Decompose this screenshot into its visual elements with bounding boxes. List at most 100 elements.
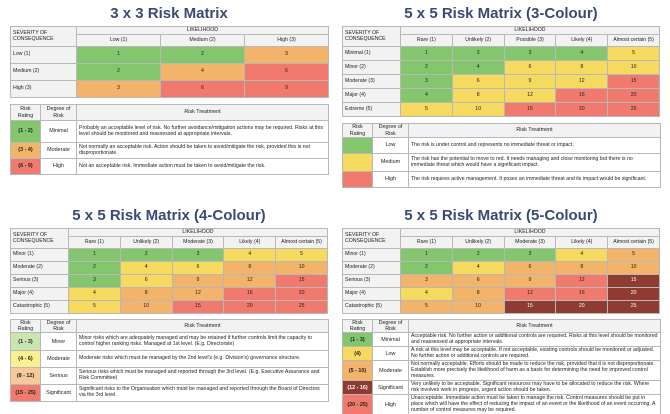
matrix-cell: 16 xyxy=(555,88,609,103)
matrix-cell: 4 xyxy=(119,261,173,275)
risk-treatment: A risk at this level may be acceptable. … xyxy=(408,346,661,362)
risk-treatment: Not normally acceptable. Efforts should … xyxy=(408,360,661,382)
risk-rating-swatch xyxy=(342,153,373,172)
risk-rating: (12 - 16) xyxy=(342,380,373,396)
degree-of-risk: High xyxy=(372,171,409,188)
legend-header: Risk Rating xyxy=(10,104,41,121)
column-header: Likely (4) xyxy=(555,236,609,249)
matrix-cell: 2 xyxy=(119,248,173,262)
matrix-cell: 10 xyxy=(275,261,328,275)
column-header: Rare (1) xyxy=(400,34,453,47)
matrix-cell: 8 xyxy=(223,261,277,275)
matrix-cell: 4 xyxy=(555,248,609,262)
matrix-cell: 8 xyxy=(451,287,505,301)
matrix-cell: 15 xyxy=(607,74,660,89)
panel-5x5-5colour-matrix: 5 x 5 Risk Matrix (5-Colour) SEVERITY OF… xyxy=(342,206,661,414)
matrix-cell: 1 xyxy=(400,46,453,61)
matrix-cell: 9 xyxy=(503,274,557,288)
matrix-cell: 6 xyxy=(171,261,225,275)
row-header: Extreme (5) xyxy=(342,102,401,117)
matrix-cell: 2 xyxy=(68,261,121,275)
matrix-cell: 1 xyxy=(68,248,121,262)
row-header: Catastrophic (5) xyxy=(342,300,401,314)
severity-label: SEVERITY OF CONSEQUENCE xyxy=(10,26,77,47)
matrix-cell: 8 xyxy=(119,287,173,301)
risk-rating-swatch xyxy=(342,137,373,154)
matrix-cell: 5 xyxy=(400,300,453,314)
matrix-cell: 15 xyxy=(503,300,557,314)
likelihood-label: LIKELIHOOD xyxy=(400,228,660,237)
row-header: Minor (2) xyxy=(342,60,401,75)
row-header: Serious (3) xyxy=(10,274,69,288)
column-header: Likely (4) xyxy=(223,236,277,249)
matrix-cell: 10 xyxy=(451,300,505,314)
row-header: Moderate (2) xyxy=(10,261,69,275)
risk-legend-table: Risk Rating Degree of Risk Risk Treatmen… xyxy=(10,318,329,403)
risk-rating: (4) xyxy=(342,346,373,362)
matrix-cell: 5 xyxy=(68,300,121,314)
matrix-cell: 4 xyxy=(451,60,505,75)
risk-treatment: The risk is under control and represents… xyxy=(408,137,661,154)
degree-of-risk: Serious xyxy=(40,367,77,386)
risk-legend-table: Risk Rating Degree of Risk Risk Treatmen… xyxy=(342,123,661,188)
matrix-cell: 2 xyxy=(400,261,453,275)
matrix-cell: 1 xyxy=(400,248,453,262)
matrix-cell: 15 xyxy=(607,274,660,288)
risk-treatment: Unacceptable. Immediate action must be t… xyxy=(408,394,661,414)
matrix-cell: 6 xyxy=(503,261,557,275)
matrix-cell: 16 xyxy=(223,287,277,301)
matrix-cell: 15 xyxy=(275,274,328,288)
risk-matrix-table: SEVERITY OF CONSEQUENCE LIKELIHOOD Low (… xyxy=(10,26,329,98)
matrix-title: 5 x 5 Risk Matrix (3-Colour) xyxy=(404,5,598,22)
legend-header: Risk Rating xyxy=(10,318,41,334)
column-header: Possible (3) xyxy=(503,34,557,47)
risk-rating: (1 - 2) xyxy=(10,120,41,143)
risk-matrix-table: SEVERITY OF CONSEQUENCE LIKELIHOOD Rare … xyxy=(342,26,660,117)
risk-treatment: The risk requires active management. It … xyxy=(408,171,661,188)
matrix-cell: 9 xyxy=(171,274,225,288)
matrix-cell: 9 xyxy=(244,80,329,98)
matrix-cell: 4 xyxy=(400,88,453,103)
matrix-cell: 12 xyxy=(555,74,609,89)
legend-header: Risk Treatment xyxy=(76,104,329,121)
row-header: Serious (3) xyxy=(342,274,401,288)
matrix-cell: 5 xyxy=(400,102,453,117)
matrix-cell: 3 xyxy=(76,80,161,98)
likelihood-label: LIKELIHOOD xyxy=(68,228,328,237)
matrix-cell: 3 xyxy=(400,74,453,89)
risk-rating: (15 - 25) xyxy=(10,384,41,403)
risk-treatment: The risk has the potential to move to re… xyxy=(408,153,661,172)
matrix-cell: 25 xyxy=(607,102,660,117)
matrix-cell: 6 xyxy=(244,63,329,81)
matrix-cell: 10 xyxy=(607,261,660,275)
degree-of-risk: Minimal xyxy=(372,332,409,348)
risk-legend-table: Risk Rating Degree of Risk Risk Treatmen… xyxy=(10,104,329,175)
row-header: Low (1) xyxy=(10,46,77,64)
matrix-cell: 6 xyxy=(503,60,557,75)
row-header: Major (4) xyxy=(342,287,401,301)
risk-rating: (4 - 6) xyxy=(10,350,41,369)
risk-rating: (1 - 3) xyxy=(342,332,373,348)
matrix-cell: 3 xyxy=(171,248,225,262)
row-header: Major (4) xyxy=(10,287,69,301)
matrix-cell: 10 xyxy=(607,60,660,75)
column-header: Likely (4) xyxy=(555,34,609,47)
matrix-cell: 4 xyxy=(223,248,277,262)
legend-header: Risk Rating xyxy=(342,318,373,334)
matrix-cell: 5 xyxy=(275,248,328,262)
column-header: Almost certain (5) xyxy=(275,236,328,249)
matrix-cell: 12 xyxy=(503,287,557,301)
matrix-cell: 10 xyxy=(451,102,505,117)
legend-header: Degree of Risk xyxy=(372,123,409,138)
matrix-cell: 4 xyxy=(555,46,609,61)
risk-rating: (5 - 10) xyxy=(342,360,373,382)
row-header: Catastrophic (5) xyxy=(10,300,69,314)
matrix-cell: 3 xyxy=(503,248,557,262)
risk-treatment: Significant risks to the Organisation wh… xyxy=(76,384,329,403)
row-header: Moderate (2) xyxy=(342,261,401,275)
matrix-cell: 6 xyxy=(451,74,505,89)
matrix-cell: 20 xyxy=(223,300,277,314)
matrix-cell: 20 xyxy=(555,300,609,314)
matrix-cell: 1 xyxy=(76,46,161,64)
panel-5x5-3colour-matrix: 5 x 5 Risk Matrix (3-Colour) SEVERITY OF… xyxy=(342,4,661,188)
